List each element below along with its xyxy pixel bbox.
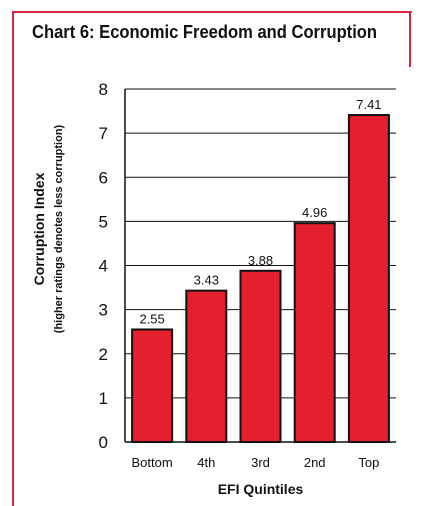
y-tick-labels: 0 1 2 3 4 5 6 7 8 <box>99 80 108 452</box>
y-tick-label: 6 <box>99 168 108 187</box>
y-tick-label: 5 <box>99 212 108 231</box>
y-tick-label: 3 <box>99 301 108 320</box>
y-tick-label: 4 <box>99 257 108 276</box>
y-axis-title: Corruption Index <box>31 172 47 285</box>
y-tick-label: 1 <box>99 389 108 408</box>
bars <box>131 114 390 444</box>
bar <box>185 289 228 443</box>
category-label: 4th <box>197 455 215 470</box>
y-tick-label: 7 <box>99 124 108 143</box>
bar <box>131 328 174 444</box>
bar <box>293 222 336 443</box>
y-tick-label: 8 <box>99 80 108 99</box>
y-tick-label: 0 <box>99 433 108 452</box>
x-axis-title: EFI Quintiles <box>218 481 304 497</box>
category-label: 3rd <box>251 455 270 470</box>
category-label: Top <box>358 455 379 470</box>
category-label: 2nd <box>304 455 326 470</box>
frame-top-border <box>12 11 412 13</box>
data-label: 4.96 <box>302 205 327 220</box>
chart-title: Chart 6: Economic Freedom and Corruption <box>32 22 378 42</box>
data-label: 7.41 <box>356 97 381 112</box>
category-labels: Bottom 4th 3rd 2nd Top <box>132 455 380 470</box>
y-tick-label: 2 <box>99 345 108 364</box>
y-axis-subtitle: (higher ratings denotes less corruption) <box>53 124 65 333</box>
data-label: 3.43 <box>194 273 219 288</box>
category-label: Bottom <box>132 455 173 470</box>
bar <box>239 269 282 444</box>
data-label: 3.88 <box>248 253 273 268</box>
bar <box>347 114 390 443</box>
frame-left-border <box>12 11 14 506</box>
data-label: 2.55 <box>139 311 164 326</box>
frame-right-border <box>409 11 411 67</box>
data-labels: 2.55 3.43 3.88 4.96 7.41 <box>139 97 381 326</box>
